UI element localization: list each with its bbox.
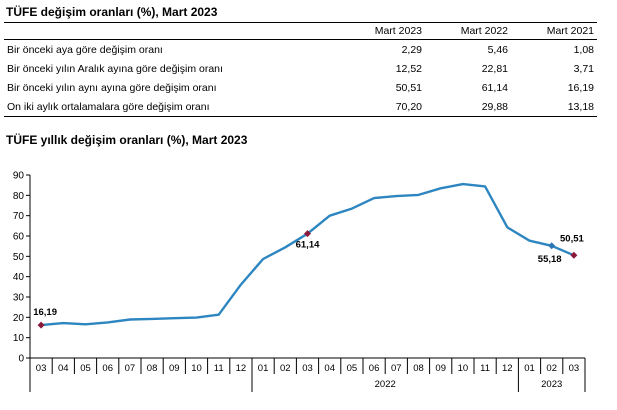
x-tick-label: 04	[324, 363, 335, 374]
y-tick-label: 80	[13, 191, 25, 202]
y-tick-label: 0	[18, 354, 24, 365]
x-tick-label: 11	[480, 363, 490, 374]
column-header: Mart 2022	[425, 22, 511, 40]
x-tick-label: 11	[214, 363, 224, 374]
year-group-label: 2023	[541, 379, 562, 390]
x-tick-label: 07	[391, 363, 402, 374]
x-tick-label: 12	[502, 363, 513, 374]
data-label: 16,19	[33, 307, 57, 318]
row-label: Bir önceki yılın Aralık ayına göre değiş…	[7, 62, 223, 75]
highlight-marker	[548, 242, 556, 250]
y-tick-label: 40	[13, 272, 25, 283]
table-cell: 3,71	[573, 62, 594, 75]
y-tick-label: 50	[13, 252, 25, 263]
highlight-marker	[304, 230, 311, 238]
table-header-row: Mart 2023 Mart 2022 Mart 2021	[4, 22, 597, 40]
data-label: 50,51	[560, 233, 584, 244]
data-label: 61,14	[296, 240, 320, 251]
x-tick-label: 08	[413, 363, 424, 374]
x-tick-label: 06	[102, 363, 113, 374]
row-label: Bir önceki yılın aynı ayına göre değişim…	[7, 81, 217, 94]
x-tick-label: 10	[458, 363, 469, 374]
table-cell: 29,88	[425, 97, 511, 117]
table-title: TÜFE değişim oranları (%), Mart 2023	[6, 5, 218, 19]
y-tick-label: 60	[13, 232, 25, 243]
x-tick-label: 08	[147, 363, 158, 374]
x-tick-label: 10	[191, 363, 202, 374]
x-tick-label: 05	[80, 363, 91, 374]
table-row: Bir önceki yılın aynı ayına göre değişim…	[4, 78, 597, 97]
x-tick-label: 09	[435, 363, 446, 374]
x-tick-label: 02	[546, 363, 557, 374]
highlight-marker	[570, 251, 578, 259]
table-cell: 12,52	[395, 62, 422, 75]
x-tick-label: 03	[36, 363, 47, 374]
table-cell: 5,46	[487, 43, 508, 56]
y-tick-label: 70	[13, 211, 25, 222]
x-tick-label: 01	[524, 363, 535, 374]
y-tick-label: 30	[13, 293, 25, 304]
x-tick-label: 03	[569, 363, 580, 374]
highlight-marker	[37, 321, 45, 329]
y-tick-label: 20	[13, 313, 25, 324]
table-cell: 16,19	[567, 81, 594, 94]
x-tick-label: 07	[125, 363, 136, 374]
table-cell: 1,08	[573, 43, 594, 56]
header-blank	[4, 22, 339, 40]
column-header: Mart 2023	[339, 22, 425, 40]
x-tick-label: 06	[369, 363, 380, 374]
table-row: Bir önceki aya göre değişim oranı 2,29 5…	[4, 40, 597, 60]
y-tick-label: 10	[13, 333, 25, 344]
rates-table: Mart 2023 Mart 2022 Mart 2021 Bir önceki…	[4, 22, 597, 117]
table-cell: 22,81	[481, 62, 508, 75]
column-header: Mart 2021	[511, 22, 597, 40]
x-tick-label: 02	[280, 363, 291, 374]
table-cell: 2,29	[401, 43, 422, 56]
x-tick-label: 05	[347, 363, 358, 374]
table-cell: 50,51	[395, 81, 422, 94]
series-line	[40, 182, 575, 327]
year-group-label: 2022	[375, 379, 396, 390]
x-tick-label: 12	[236, 363, 247, 374]
table-cell: 70,20	[339, 97, 425, 117]
x-tick-label: 03	[302, 363, 313, 374]
table-cell: 13,18	[511, 97, 597, 117]
x-tick-label: 01	[258, 363, 269, 374]
table-cell: 61,14	[481, 81, 508, 94]
x-tick-label: 04	[58, 363, 69, 374]
y-tick-label: 90	[13, 171, 25, 182]
x-tick-label: 09	[169, 363, 180, 374]
table-row: Bir önceki yılın Aralık ayına göre değiş…	[4, 59, 597, 78]
row-label: Bir önceki aya göre değişim oranı	[7, 43, 163, 56]
row-label: On iki aylık ortalamalara göre değişim o…	[4, 97, 339, 117]
chart-title: TÜFE yıllık değişim oranları (%), Mart 2…	[6, 133, 248, 147]
data-label: 55,18	[538, 254, 562, 265]
table-row: On iki aylık ortalamalara göre değişim o…	[4, 97, 597, 117]
